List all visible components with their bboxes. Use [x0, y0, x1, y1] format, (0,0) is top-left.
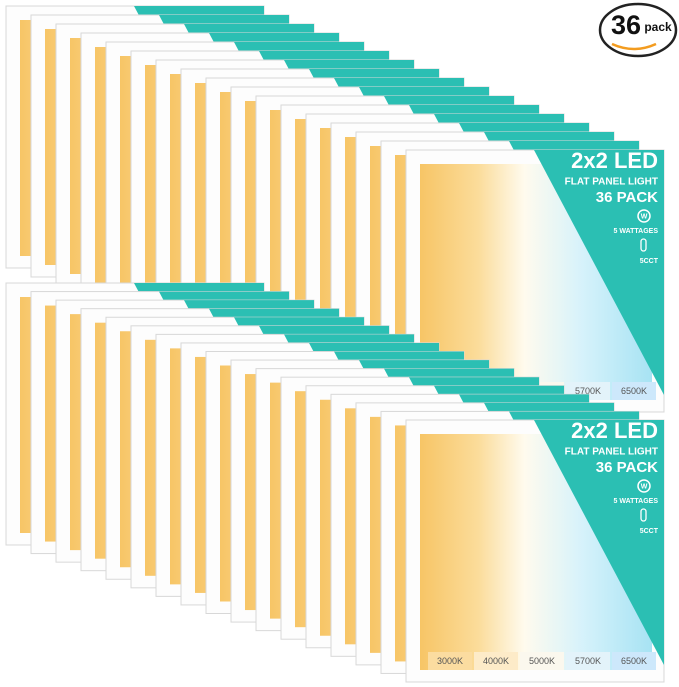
temperature-swatch: [612, 382, 656, 400]
panel-pack: 36 PACK: [596, 189, 658, 206]
thermometer-icon: [640, 508, 647, 522]
temperature-label: 5000K: [529, 656, 555, 666]
wattage-icon: W: [641, 483, 648, 490]
badge-label: pack: [644, 20, 672, 34]
temperature-swatch: [612, 652, 656, 670]
panel-pack: 36 PACK: [596, 459, 658, 476]
wattage-icon-ring: [637, 479, 651, 493]
panel-title: 2x2 LED: [571, 418, 658, 443]
wattages: 5 WATTAGES: [614, 228, 659, 235]
temperature-label: 6500K: [621, 656, 647, 666]
wattages: 5 WATTAGES: [614, 498, 659, 505]
temperature-label: 5700K: [575, 386, 601, 396]
temperature-label: 5700K: [575, 656, 601, 666]
cct: 5CCT: [640, 258, 659, 265]
panel-corner: [534, 150, 664, 395]
badge-smile: [611, 42, 657, 51]
wattage-icon-ring: [637, 209, 651, 223]
panel-title: 2x2 LED: [571, 148, 658, 173]
panel-subtitle: FLAT PANEL LIGHT: [565, 177, 658, 188]
badge-number: 36: [611, 10, 641, 40]
panel-subtitle: FLAT PANEL LIGHT: [565, 447, 658, 458]
temperature-swatch: [566, 652, 610, 670]
panel-corner: [534, 420, 664, 665]
pack-badge: 36 pack: [598, 2, 678, 58]
temperature-swatch: [520, 652, 564, 670]
temperature-label: 3000K: [437, 656, 463, 666]
cct: 5CCT: [640, 528, 659, 535]
badge-outline: [598, 2, 678, 58]
wattage-icon: W: [641, 213, 648, 220]
temperature-swatch: [428, 652, 472, 670]
temperature-label: 4000K: [483, 656, 509, 666]
temperature-swatch: [474, 652, 518, 670]
temperature-label: 6500K: [621, 386, 647, 396]
thermometer-icon: [640, 238, 647, 252]
